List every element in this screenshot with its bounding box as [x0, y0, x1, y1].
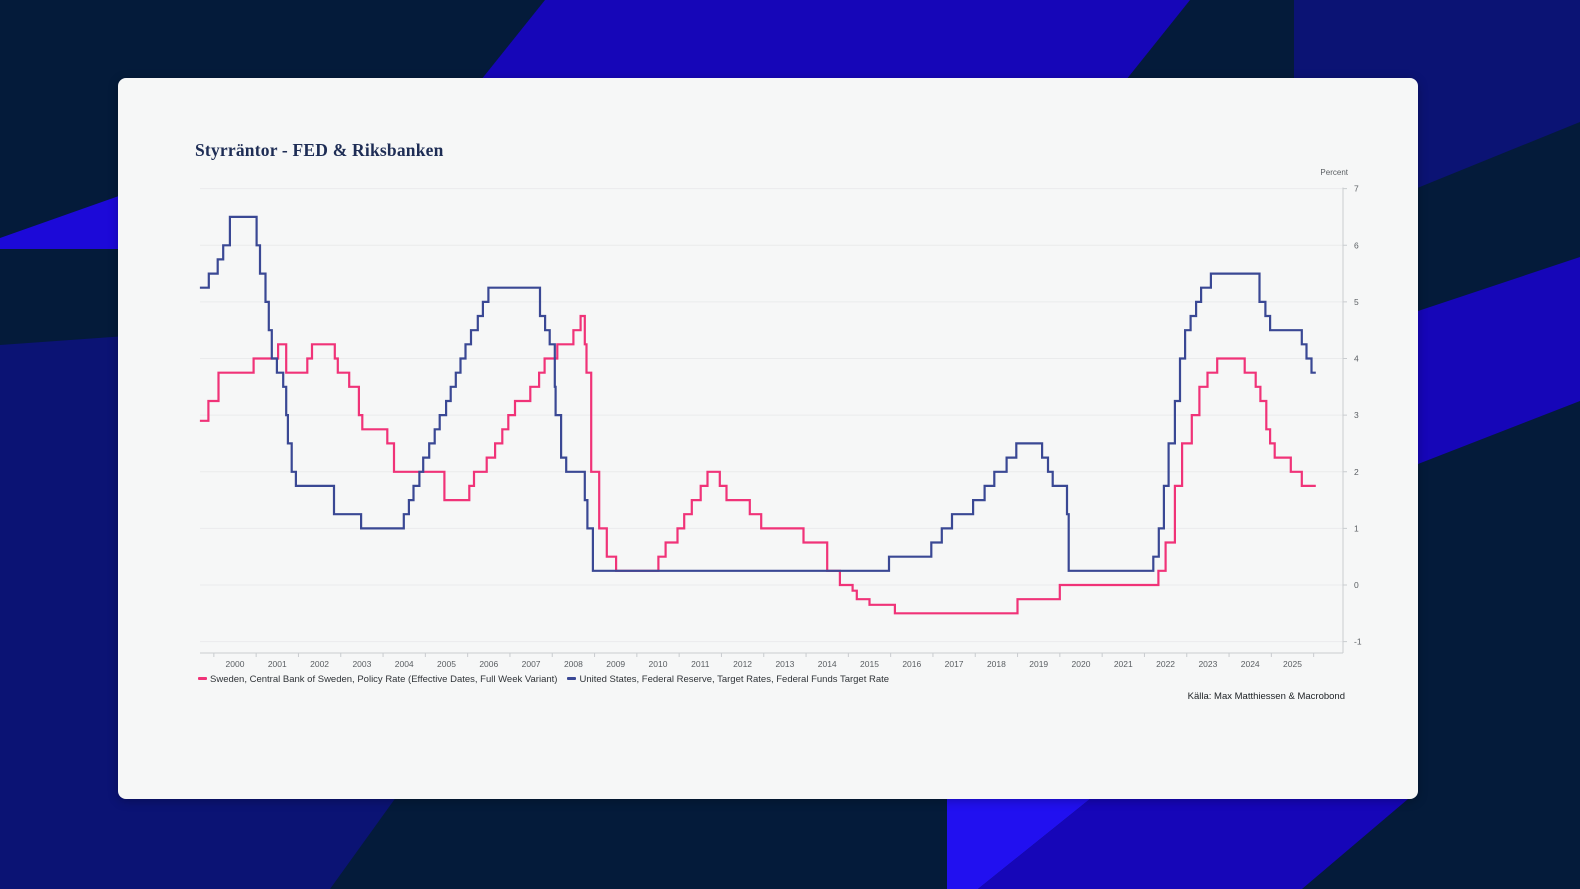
x-tick-label: 2023 [1198, 659, 1217, 669]
y-tick-label: -1 [1354, 637, 1362, 647]
legend-label: Sweden, Central Bank of Sweden, Policy R… [210, 674, 558, 685]
x-tick-label: 2017 [945, 659, 964, 669]
x-tick-label: 2006 [479, 659, 498, 669]
x-tick-label: 2010 [649, 659, 668, 669]
y-tick-label: 1 [1354, 523, 1359, 533]
x-tick-label: 2008 [564, 659, 583, 669]
y-tick-label: 2 [1354, 467, 1359, 477]
x-tick-label: 2001 [268, 659, 287, 669]
x-tick-label: 2022 [1156, 659, 1175, 669]
source-credit: Källa: Max Matthiessen & Macrobond [1187, 691, 1345, 702]
y-tick-label: 6 [1354, 240, 1359, 250]
x-tick-label: 2004 [395, 659, 414, 669]
x-tick-label: 2021 [1114, 659, 1133, 669]
page-title: Styrräntor - FED & Riksbanken [195, 140, 444, 160]
x-tick-label: 2002 [310, 659, 329, 669]
legend-item-0: Sweden, Central Bank of Sweden, Policy R… [198, 674, 557, 686]
x-tick-label: 2025 [1283, 659, 1302, 669]
x-tick-label: 2019 [1029, 659, 1048, 669]
y-tick-label: 4 [1354, 354, 1359, 364]
x-tick-label: 2011 [691, 659, 710, 669]
legend-label: United States, Federal Reserve, Target R… [579, 674, 890, 685]
series-line-1 [199, 215, 1316, 572]
x-tick-label: 2024 [1241, 659, 1260, 669]
legend-dash-icon [198, 676, 207, 680]
x-tick-label: 2012 [733, 659, 752, 669]
y-tick-label: 3 [1354, 410, 1359, 420]
x-tick-label: 2013 [775, 659, 794, 669]
x-tick-label: 2009 [606, 659, 625, 669]
x-tick-label: 2018 [987, 659, 1006, 669]
x-tick-label: 2005 [437, 659, 456, 669]
x-tick-label: 2003 [352, 659, 371, 669]
y-tick-label: 0 [1354, 580, 1359, 590]
x-tick-label: 2014 [818, 659, 837, 669]
chart-card: Styrräntor - FED & Riksbanken 7 6 5 4 3 2 1 0 -1… [118, 78, 1418, 799]
x-tick-label: 2015 [860, 659, 879, 669]
legend-dash-icon [567, 676, 577, 680]
legend: Sweden, Central Bank of Sweden, Policy R… [198, 674, 1358, 686]
x-tick-label: 2007 [522, 659, 541, 669]
x-tick-label: 2016 [902, 659, 921, 669]
x-tick-label: 2000 [226, 659, 245, 669]
legend-item-1: United States, Federal Reserve, Target R… [567, 674, 889, 686]
x-tick-label: 2020 [1072, 659, 1091, 669]
y-tick-label: 5 [1354, 297, 1359, 307]
policy-rate-chart: 7 6 5 4 3 2 1 0 -1 2000 2001 2002 2003 2004 2005 2006 20… [199, 168, 1362, 669]
y-axis-unit-label: Percent [1320, 168, 1348, 177]
y-tick-label: 7 [1354, 184, 1359, 194]
series-line-0 [199, 314, 1316, 615]
